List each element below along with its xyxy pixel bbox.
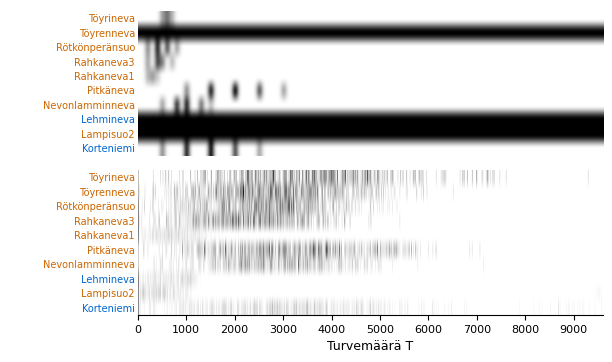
X-axis label: Turvemäärä T: Turvemäärä T: [327, 340, 413, 353]
